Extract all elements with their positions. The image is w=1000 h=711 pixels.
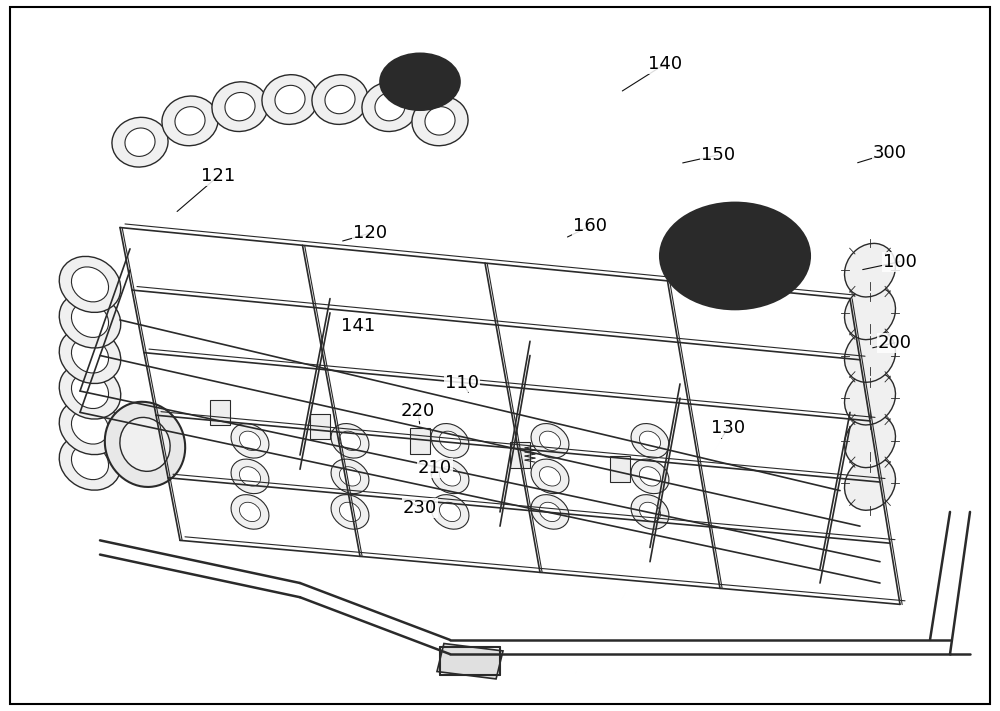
Ellipse shape [59,399,121,454]
Ellipse shape [112,117,168,167]
Text: 120: 120 [353,224,387,242]
Ellipse shape [71,338,109,373]
Ellipse shape [362,82,418,132]
Ellipse shape [631,495,669,529]
Ellipse shape [339,431,361,451]
Bar [310,414,330,439]
Circle shape [380,53,460,110]
Circle shape [677,215,793,297]
Bar [437,643,503,679]
Text: 210: 210 [418,459,452,477]
Ellipse shape [639,502,661,522]
Ellipse shape [531,459,569,493]
Ellipse shape [331,495,369,529]
Ellipse shape [239,431,261,451]
Ellipse shape [431,459,469,493]
Ellipse shape [439,431,461,451]
Ellipse shape [262,75,318,124]
Ellipse shape [71,302,109,338]
Ellipse shape [325,85,355,114]
Ellipse shape [431,424,469,458]
Ellipse shape [275,85,305,114]
Ellipse shape [125,128,155,156]
Text: 100: 100 [883,252,917,271]
Bar [410,428,430,454]
Text: 150: 150 [701,146,735,164]
Ellipse shape [531,424,569,458]
Circle shape [410,75,430,89]
Ellipse shape [239,466,261,486]
Ellipse shape [375,92,405,121]
Text: 121: 121 [201,167,235,186]
Ellipse shape [845,328,895,383]
Ellipse shape [412,96,468,146]
Ellipse shape [845,456,895,510]
Ellipse shape [59,292,121,348]
Ellipse shape [439,502,461,522]
Ellipse shape [331,459,369,493]
Ellipse shape [631,424,669,458]
Ellipse shape [239,502,261,522]
Ellipse shape [71,373,109,409]
Text: 130: 130 [711,419,745,437]
Ellipse shape [71,409,109,444]
Ellipse shape [339,502,361,522]
Ellipse shape [631,459,669,493]
Ellipse shape [162,96,218,146]
Text: 300: 300 [873,144,907,162]
Bar [610,456,630,482]
Text: 200: 200 [878,333,912,352]
Ellipse shape [331,424,369,458]
Ellipse shape [231,459,269,493]
Ellipse shape [639,431,661,451]
Circle shape [395,64,445,100]
Ellipse shape [539,431,561,451]
Ellipse shape [845,371,895,425]
Ellipse shape [231,495,269,529]
Text: 160: 160 [573,217,607,235]
Ellipse shape [120,417,170,471]
Ellipse shape [639,466,661,486]
Ellipse shape [59,363,121,419]
Ellipse shape [845,286,895,340]
Ellipse shape [845,243,895,297]
Ellipse shape [71,267,109,302]
Ellipse shape [339,466,361,486]
Ellipse shape [231,424,269,458]
Text: 141: 141 [341,316,375,335]
Text: 140: 140 [648,55,682,73]
Ellipse shape [175,107,205,135]
Ellipse shape [225,92,255,121]
Text: 230: 230 [403,499,437,518]
Bar [210,400,230,425]
Ellipse shape [212,82,268,132]
Ellipse shape [531,495,569,529]
Ellipse shape [71,444,109,480]
Text: 110: 110 [445,373,479,392]
Ellipse shape [425,107,455,135]
Ellipse shape [439,466,461,486]
Ellipse shape [539,502,561,522]
Text: 220: 220 [401,402,435,420]
Bar [510,442,530,468]
Ellipse shape [59,328,121,383]
Ellipse shape [59,434,121,490]
Ellipse shape [59,257,121,312]
Circle shape [710,238,760,274]
Ellipse shape [431,495,469,529]
Ellipse shape [845,414,895,468]
Ellipse shape [105,402,185,487]
Circle shape [660,203,810,309]
Ellipse shape [539,466,561,486]
Ellipse shape [312,75,368,124]
